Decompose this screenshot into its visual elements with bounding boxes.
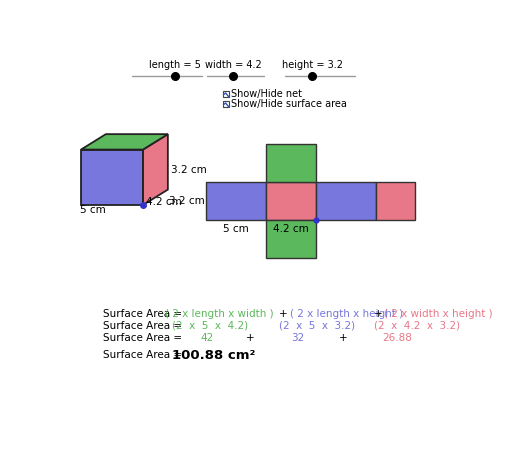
Polygon shape	[81, 149, 143, 205]
Polygon shape	[143, 134, 168, 205]
Text: Surface Area =: Surface Area =	[103, 333, 182, 343]
Text: (2  x  5  x  3.2): (2 x 5 x 3.2)	[280, 321, 355, 331]
Text: Surface Area =: Surface Area =	[103, 308, 182, 319]
Bar	[223, 101, 229, 107]
Bar	[316, 182, 376, 220]
Text: (2  x  4.2  x  3.2): (2 x 4.2 x 3.2)	[374, 321, 460, 331]
Text: width = 4.2: width = 4.2	[205, 60, 261, 70]
Text: 42: 42	[201, 333, 214, 343]
Bar	[266, 220, 316, 258]
Text: +: +	[246, 333, 254, 343]
Text: Show/Hide net: Show/Hide net	[231, 89, 303, 99]
Text: Show/Hide surface area: Show/Hide surface area	[231, 99, 347, 109]
Bar	[223, 91, 229, 97]
Text: height = 3.2: height = 3.2	[282, 60, 343, 70]
Text: 4.2 cm: 4.2 cm	[273, 223, 309, 234]
Text: ( 2 x length x width ): ( 2 x length x width )	[165, 308, 273, 319]
Text: 100.88 cm²: 100.88 cm²	[173, 349, 256, 361]
Text: 3.2 cm: 3.2 cm	[168, 196, 204, 206]
Text: +: +	[338, 333, 347, 343]
Text: 26.88: 26.88	[382, 333, 412, 343]
Bar	[206, 182, 266, 220]
Text: +: +	[374, 308, 382, 319]
Text: 5 cm: 5 cm	[79, 205, 105, 215]
Text: ( 2 x length x height ): ( 2 x length x height )	[289, 308, 402, 319]
Polygon shape	[81, 134, 168, 149]
Text: Surface Area =: Surface Area =	[103, 350, 182, 360]
Text: 5 cm: 5 cm	[223, 223, 249, 234]
Text: 4.2 cm: 4.2 cm	[146, 197, 182, 207]
Bar	[376, 182, 415, 220]
Text: 3.2 cm: 3.2 cm	[171, 165, 207, 175]
Bar	[266, 143, 316, 182]
Text: 32: 32	[291, 333, 305, 343]
Bar	[266, 182, 316, 220]
Text: Surface Area =: Surface Area =	[103, 321, 182, 331]
Text: ( 2 x width x height ): ( 2 x width x height )	[384, 308, 493, 319]
Text: (2  x  5  x  4.2): (2 x 5 x 4.2)	[173, 321, 249, 331]
Text: length = 5: length = 5	[149, 60, 201, 70]
Text: +: +	[280, 308, 288, 319]
